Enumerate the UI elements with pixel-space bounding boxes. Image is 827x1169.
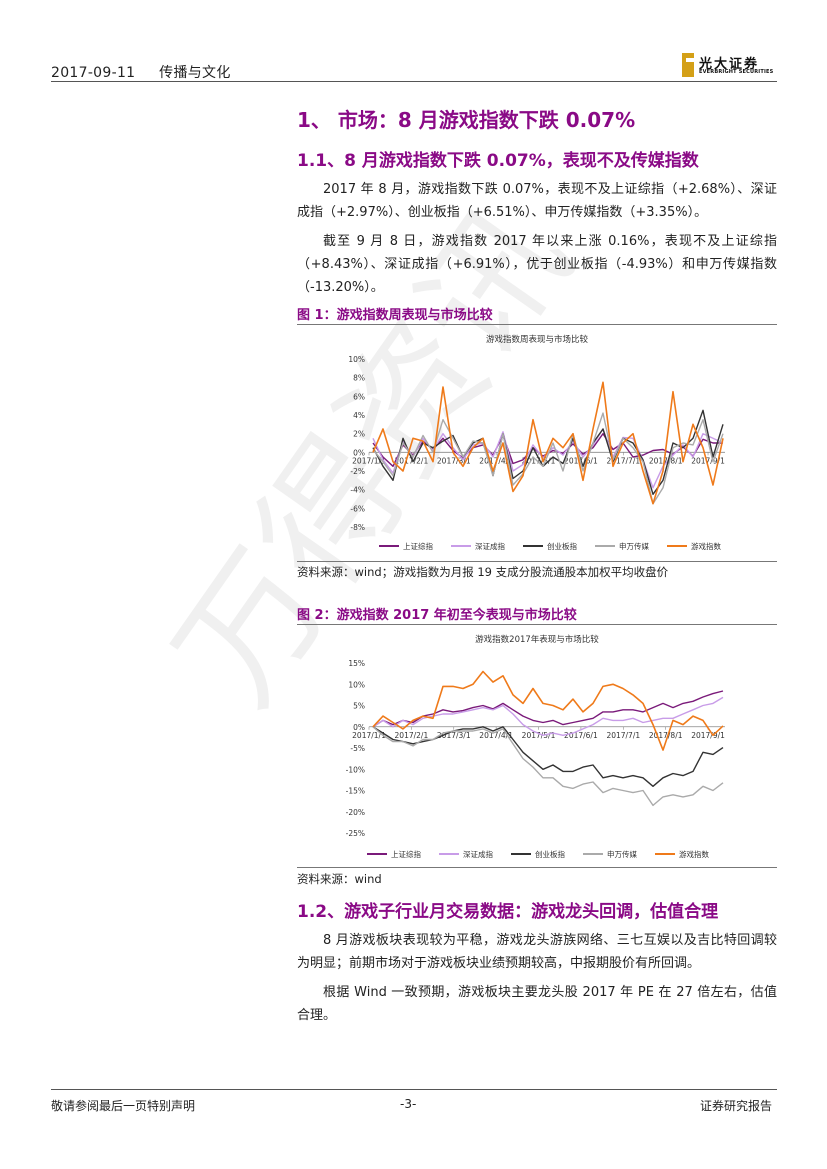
chart-2-x-tick: 2017/2/1 bbox=[395, 731, 429, 740]
chart-2-x-tick: 2017/9/1 bbox=[691, 731, 725, 740]
chart-2-x-tick: 2017/7/1 bbox=[606, 731, 640, 740]
figure-1-source: 资料来源：wind；游戏指数为月报 19 支成分股流通股本加权平均收盘价 bbox=[297, 565, 669, 579]
chart-1-series-line bbox=[372, 409, 724, 496]
chart-1-y-tick: 6% bbox=[353, 392, 365, 401]
figure-2-chart: 游戏指数2017年表现与市场比较 15% 10% 5% 0% -5% -10% -15% -20… bbox=[297, 626, 777, 866]
chart-1-series-line bbox=[372, 412, 724, 505]
logo-cn: 光大证券 bbox=[699, 57, 760, 72]
logo-mark-icon bbox=[682, 53, 694, 77]
chart-1-x-tick: 2017/5/1 bbox=[522, 456, 556, 465]
figure-1-chart: 游戏指数周表现与市场比较 10% 8% 6% 4% 2% 0% -2% -4% -6% -8% 201… bbox=[297, 326, 777, 560]
chart-2-title: 游戏指数2017年表现与市场比较 bbox=[475, 634, 599, 645]
chart-2-x-tick: 2017/1/1 bbox=[352, 731, 386, 740]
chart-1-svg: 游戏指数周表现与市场比较 10% 8% 6% 4% 2% 0% -2% -4% -6% -8% 201… bbox=[348, 334, 725, 551]
figure-1-caption: 图 1：游戏指数周表现与市场比较 bbox=[297, 308, 493, 323]
chart-2-y-tick: -15% bbox=[346, 787, 365, 796]
chart-1-y-tick: -8% bbox=[350, 523, 365, 532]
paragraph-4: 根据 Wind 一致预期，游戏板块主要龙头股 2017 年 PE 在 27 倍左… bbox=[297, 985, 777, 1023]
figure-2-source: 资料来源：wind bbox=[297, 872, 382, 886]
chart-2-series-line bbox=[372, 690, 724, 728]
chart-2-legend-label: 上证综指 bbox=[391, 849, 421, 859]
figure-2-top-rule bbox=[297, 624, 777, 625]
chart-2-svg: 游戏指数2017年表现与市场比较 15% 10% 5% 0% -5% -10% -15% -20… bbox=[346, 634, 726, 859]
chart-2-x-tick: 2017/3/1 bbox=[437, 731, 471, 740]
chart-1-y-tick: 8% bbox=[353, 374, 365, 383]
chart-2-y-tick: -25% bbox=[346, 829, 365, 838]
chart-1-legend-label: 申万传媒 bbox=[619, 541, 649, 551]
chart-1-x-tick: 2017/8/1 bbox=[649, 456, 683, 465]
chart-1-title: 游戏指数周表现与市场比较 bbox=[486, 334, 589, 345]
chart-2-legend-label: 申万传媒 bbox=[607, 849, 637, 859]
header-section: 传播与文化 bbox=[159, 65, 231, 81]
chart-2-series-line bbox=[372, 726, 724, 807]
chart-2-y-tick: 15% bbox=[348, 659, 365, 668]
chart-2-series-line bbox=[372, 670, 724, 751]
footer-report-type: 证券研究报告 bbox=[700, 1099, 773, 1113]
logo-en: EVERBRIGHT SECURITIES bbox=[699, 69, 774, 75]
chart-2-legend-label: 游戏指数 bbox=[679, 849, 709, 859]
chart-1-x-tick: 2017/2/1 bbox=[395, 456, 429, 465]
footer-rule bbox=[51, 1089, 777, 1090]
chart-1-y-tick: 2% bbox=[353, 430, 365, 439]
chart-2-legend-label: 深证成指 bbox=[463, 849, 493, 859]
heading-1-2: 1.2、游戏子行业月交易数据：游戏龙头回调，估值合理 bbox=[297, 902, 719, 922]
chart-1-x-tick: 2017/1/1 bbox=[352, 456, 386, 465]
chart-1-y-tick: -6% bbox=[350, 504, 365, 513]
chart-1-y-tick: -2% bbox=[350, 467, 365, 476]
paragraph-3: 8 月游戏板块表现较为平稳，游戏龙头游族网络、三七互娱以及吉比特回调较为明显；前… bbox=[297, 933, 777, 971]
chart-1-legend-label: 游戏指数 bbox=[691, 541, 721, 551]
chart-2-x-tick: 2017/4/1 bbox=[479, 731, 513, 740]
figure-2-bottom-rule bbox=[297, 867, 777, 868]
chart-1-x-tick: 2017/7/1 bbox=[606, 456, 640, 465]
heading-1: 1、 市场：8 月游戏指数下跌 0.07% bbox=[297, 108, 636, 132]
chart-2-y-tick: 0% bbox=[353, 723, 365, 732]
chart-2-y-tick: -10% bbox=[346, 765, 365, 774]
figure-2-caption: 图 2：游戏指数 2017 年初至今表现与市场比较 bbox=[297, 608, 577, 623]
chart-2-x-tick: 2017/5/1 bbox=[522, 731, 556, 740]
header-date: 2017-09-11 bbox=[51, 65, 136, 81]
chart-1-y-tick: 0% bbox=[353, 448, 365, 457]
company-logo: 光大证券 EVERBRIGHT SECURITIES bbox=[682, 53, 782, 79]
chart-2-y-tick: 10% bbox=[348, 680, 365, 689]
figure-1-bottom-rule bbox=[297, 561, 777, 562]
chart-1-y-tick: 4% bbox=[353, 411, 365, 420]
heading-1-1: 1.1、8 月游戏指数下跌 0.07%，表现不及传媒指数 bbox=[297, 151, 699, 171]
chart-1-y-tick: -4% bbox=[350, 486, 365, 495]
chart-2-x-tick: 2017/6/1 bbox=[564, 731, 598, 740]
chart-2-series-line bbox=[372, 696, 724, 737]
chart-2-y-tick: -20% bbox=[346, 808, 365, 817]
footer-disclaimer: 敬请参阅最后一页特别声明 bbox=[51, 1099, 196, 1113]
chart-2-legend-label: 创业板指 bbox=[535, 849, 565, 859]
chart-1-legend-label: 上证综指 bbox=[403, 541, 433, 551]
header-date-section: 2017-09-11 传播与文化 bbox=[51, 62, 231, 82]
paragraph-2: 截至 9 月 8 日，游戏指数 2017 年以来上涨 0.16%，表现不及上证综… bbox=[297, 234, 777, 295]
chart-2-x-tick: 2017/8/1 bbox=[649, 731, 683, 740]
chart-1-series-line bbox=[372, 381, 724, 505]
chart-1-legend-label: 深证成指 bbox=[475, 541, 505, 551]
chart-1-legend-label: 创业板指 bbox=[547, 541, 577, 551]
chart-1-x-tick: 2017/9/1 bbox=[691, 456, 725, 465]
paragraph-1: 2017 年 8 月，游戏指数下跌 0.07%，表现不及上证综指（+2.68%）… bbox=[297, 182, 777, 220]
chart-1-x-tick: 2017/3/1 bbox=[437, 456, 471, 465]
footer-page-number: -3- bbox=[400, 1097, 417, 1111]
figure-1-top-rule bbox=[297, 324, 777, 325]
header-rule bbox=[51, 81, 777, 82]
chart-1-y-tick: 10% bbox=[348, 355, 365, 364]
chart-2-y-tick: -5% bbox=[350, 744, 365, 753]
chart-2-y-tick: 5% bbox=[353, 702, 365, 711]
